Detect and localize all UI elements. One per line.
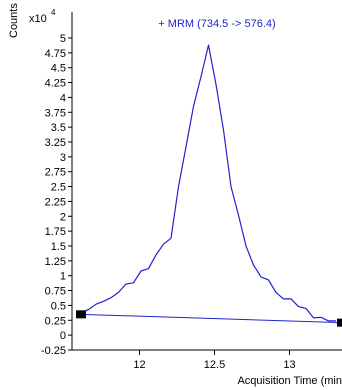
y-tick-label: 1.5 xyxy=(51,241,66,253)
y-tick-label: 5 xyxy=(60,33,66,45)
y-tick-label: 2.75 xyxy=(45,167,66,179)
y-tick-label: 4.25 xyxy=(45,78,66,90)
x-tick-label: 12 xyxy=(133,359,145,371)
integration-marker xyxy=(76,310,86,319)
y-tick-label: 4.5 xyxy=(51,63,66,75)
y-tick-label: 3.75 xyxy=(45,107,66,119)
y-tick-label: 2.25 xyxy=(45,196,66,208)
y-tick-label: 0.5 xyxy=(51,300,66,312)
y-tick-label: 3.5 xyxy=(51,122,66,134)
y-tick-label: 0 xyxy=(60,330,66,342)
y-exponent: 4 xyxy=(51,8,56,17)
integration-marker xyxy=(337,318,342,327)
x-tick-label: 12.5 xyxy=(204,359,225,371)
y-tick-label: 2 xyxy=(60,211,66,223)
chromatogram-trace xyxy=(80,44,336,322)
y-multiplier: x10 xyxy=(29,13,47,25)
y-tick-label: 1.25 xyxy=(45,256,66,268)
y-tick-label: 4.75 xyxy=(45,48,66,60)
y-axis-title: Counts xyxy=(8,3,20,38)
x-tick-label: 13 xyxy=(283,359,295,371)
x-axis: 12 12.5 13 xyxy=(72,349,342,371)
y-tick-label: 1.75 xyxy=(45,226,66,238)
y-axis: 5 4.75 4.5 4.25 4 3.75 3.5 3.25 3 2.75 2.5 2.25 2 1.7… xyxy=(41,12,73,357)
chart-title: + MRM (734.5 -> 576.4) xyxy=(158,18,275,30)
plot-area xyxy=(76,44,342,327)
integration-baseline xyxy=(80,313,342,324)
y-tick-label: 0.25 xyxy=(45,315,66,327)
y-tick-label: 3.25 xyxy=(45,137,66,149)
y-tick-label: 2.5 xyxy=(51,182,66,194)
y-tick-label: 4 xyxy=(60,92,66,104)
y-tick-label: 3 xyxy=(60,152,66,164)
y-tick-label: 0.75 xyxy=(45,286,66,298)
x-axis-title: Acquisition Time (min xyxy=(237,375,342,387)
y-tick-label: -0.25 xyxy=(41,345,66,357)
y-tick-label: 1 xyxy=(60,271,66,283)
